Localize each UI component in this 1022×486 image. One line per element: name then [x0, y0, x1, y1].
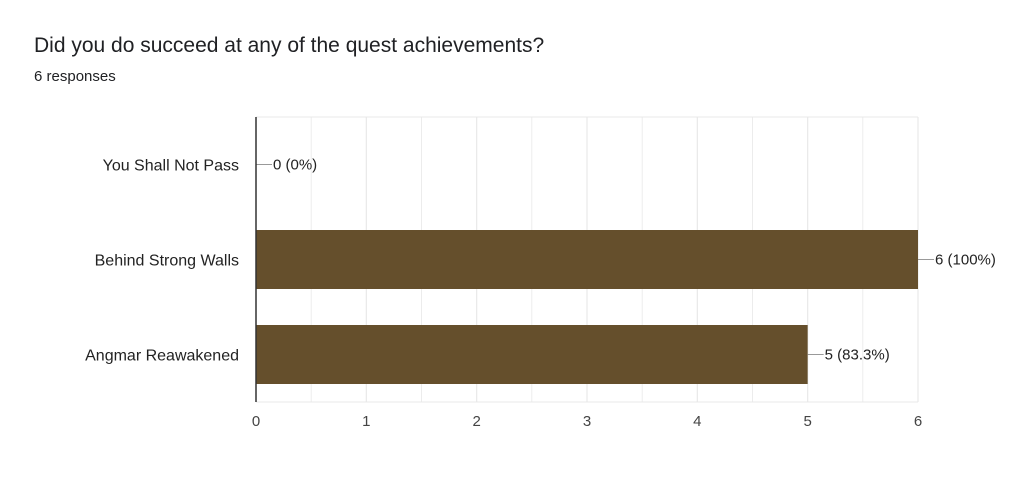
x-tick-label: 6: [914, 413, 922, 430]
x-tick-label: 4: [693, 413, 701, 430]
category-label: You Shall Not Pass: [103, 158, 239, 175]
category-label: Angmar Reawakened: [85, 348, 239, 365]
x-tick-label: 0: [252, 413, 260, 430]
data-label: 6 (100%): [935, 252, 996, 269]
x-tick-label: 1: [362, 413, 370, 430]
data-label: 0 (0%): [273, 157, 317, 174]
data-label: 5 (83.3%): [825, 347, 890, 364]
x-tick-label: 3: [583, 413, 591, 430]
bar: [256, 230, 918, 289]
question-title: Did you do succeed at any of the quest a…: [34, 34, 545, 57]
bar: [256, 325, 808, 384]
response-count: 6 responses: [34, 68, 116, 85]
x-tick-label: 5: [803, 413, 811, 430]
category-label: Behind Strong Walls: [95, 253, 239, 270]
x-tick-label: 2: [472, 413, 480, 430]
